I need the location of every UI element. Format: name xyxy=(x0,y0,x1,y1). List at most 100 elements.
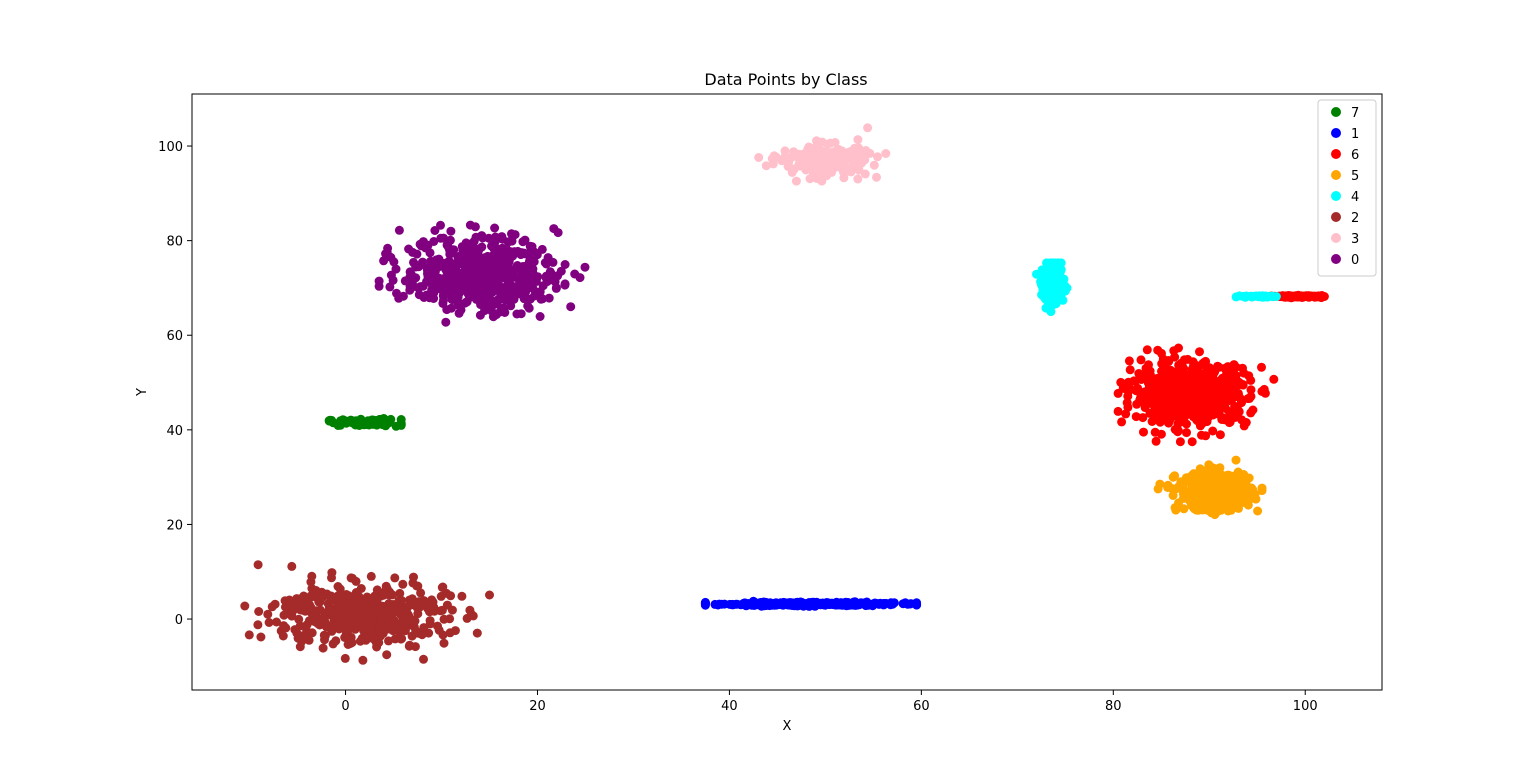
y-tick-label: 100 xyxy=(158,140,183,155)
data-point xyxy=(380,604,390,613)
data-point xyxy=(520,235,530,245)
data-point xyxy=(470,289,480,299)
data-point xyxy=(1257,486,1267,496)
data-point xyxy=(478,277,488,287)
data-point xyxy=(394,633,404,642)
data-point xyxy=(1189,494,1199,504)
series-7 xyxy=(324,414,406,431)
data-point xyxy=(1153,484,1163,494)
data-point xyxy=(1200,497,1210,507)
data-point xyxy=(465,605,475,615)
data-point xyxy=(1161,364,1171,374)
data-point xyxy=(1047,258,1057,268)
data-point xyxy=(1224,362,1234,372)
data-point xyxy=(498,249,508,259)
data-point xyxy=(472,628,482,638)
data-point xyxy=(1221,383,1231,393)
data-points xyxy=(240,123,1329,665)
data-point xyxy=(470,246,480,256)
data-point xyxy=(381,581,391,591)
data-point xyxy=(358,655,368,665)
data-point xyxy=(356,414,366,424)
data-point xyxy=(469,266,479,276)
plot-frame xyxy=(191,93,1383,691)
data-point xyxy=(1172,370,1182,380)
data-point xyxy=(1205,368,1215,378)
data-point xyxy=(1182,428,1191,438)
data-point xyxy=(254,607,264,616)
data-point xyxy=(886,598,896,608)
data-point xyxy=(830,160,840,170)
legend-label: 6 xyxy=(1351,148,1359,163)
data-point xyxy=(366,571,376,581)
data-point xyxy=(1246,375,1256,385)
data-point xyxy=(436,591,446,601)
data-point xyxy=(1234,503,1243,513)
data-point xyxy=(517,248,527,258)
data-point xyxy=(347,602,357,612)
data-point xyxy=(1169,411,1179,421)
data-point xyxy=(465,279,475,289)
data-point xyxy=(1192,502,1201,512)
data-point xyxy=(1211,394,1221,404)
data-point xyxy=(809,152,818,162)
data-point xyxy=(346,573,356,583)
data-point xyxy=(379,590,389,600)
data-point xyxy=(253,560,263,570)
data-point xyxy=(1155,375,1165,385)
y-tick-label: 0 xyxy=(175,613,183,628)
data-point xyxy=(458,245,468,255)
data-point xyxy=(556,266,566,276)
data-point xyxy=(315,605,325,615)
data-point xyxy=(379,256,389,266)
data-point xyxy=(794,155,804,164)
data-point xyxy=(856,152,866,162)
series-4 xyxy=(1032,258,1281,317)
series-3 xyxy=(754,123,891,186)
data-point xyxy=(767,154,777,164)
data-point xyxy=(345,639,355,648)
data-point xyxy=(446,591,456,601)
data-point xyxy=(1168,400,1178,410)
data-point xyxy=(477,231,487,241)
data-point xyxy=(475,310,485,320)
data-point xyxy=(490,223,500,233)
data-point xyxy=(244,630,254,640)
data-point xyxy=(853,135,863,145)
data-point xyxy=(487,288,497,297)
data-point xyxy=(1138,413,1148,423)
data-point xyxy=(881,149,891,158)
data-point xyxy=(474,260,484,270)
data-point xyxy=(1182,377,1192,386)
data-point xyxy=(267,602,277,612)
data-point xyxy=(425,616,435,626)
legend-marker xyxy=(1331,128,1341,138)
data-point xyxy=(412,627,421,636)
data-point xyxy=(860,169,870,179)
data-point xyxy=(386,270,396,280)
data-point xyxy=(1227,472,1237,482)
data-point xyxy=(499,303,509,313)
data-point xyxy=(873,152,882,162)
data-point xyxy=(454,308,464,318)
data-point xyxy=(1208,476,1218,486)
data-point xyxy=(508,251,518,261)
data-point xyxy=(791,176,801,186)
data-point xyxy=(387,590,397,600)
data-point xyxy=(1248,405,1258,415)
data-point xyxy=(380,419,390,428)
x-tick-label: 100 xyxy=(1293,699,1318,714)
data-point xyxy=(402,602,412,612)
data-point xyxy=(1142,345,1152,355)
data-point xyxy=(293,633,303,643)
data-point xyxy=(428,597,438,607)
data-point xyxy=(359,609,369,619)
data-point xyxy=(869,599,878,609)
data-point xyxy=(1199,504,1209,514)
data-point xyxy=(1217,493,1227,503)
data-point xyxy=(430,226,440,235)
data-point xyxy=(580,262,590,272)
data-point xyxy=(437,583,447,592)
data-point xyxy=(1181,409,1191,419)
